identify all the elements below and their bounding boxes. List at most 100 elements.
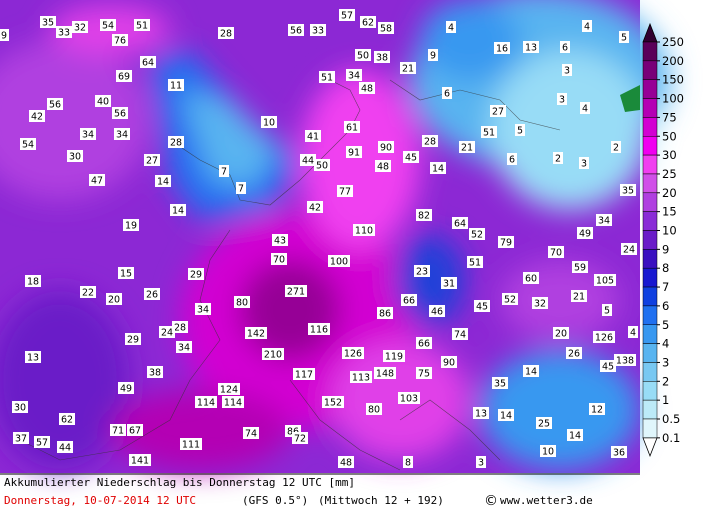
map-value: 30: [69, 152, 81, 163]
map-value: 69: [118, 72, 130, 83]
label-box: [360, 16, 376, 28]
label-box: [446, 21, 456, 33]
label-box: [403, 151, 419, 163]
map-value: 48: [361, 84, 373, 95]
map-value: 51: [321, 73, 333, 84]
legend-swatch: [642, 173, 658, 194]
label-box: [13, 432, 29, 444]
label-box: [344, 121, 360, 133]
map-value: 54: [22, 140, 34, 151]
map-value: 10: [263, 118, 275, 129]
label-box: [338, 456, 354, 468]
map-value: 32: [74, 23, 86, 34]
label-box: [293, 368, 315, 380]
legend-label: 7: [662, 280, 669, 294]
label-box: [140, 56, 156, 68]
map-value: 113: [352, 373, 370, 384]
map-value: 100: [330, 257, 348, 268]
map-value: 3: [478, 458, 484, 469]
map-value: 27: [146, 156, 158, 167]
label-box: [272, 234, 288, 246]
label-box: [459, 141, 475, 153]
label-box: [579, 157, 589, 169]
map-value: 28: [170, 138, 182, 149]
map-value: 42: [31, 112, 43, 123]
footer-site[interactable]: www.wetter3.de: [500, 494, 593, 507]
legend-label: 25: [662, 167, 677, 181]
map-value: 41: [307, 132, 319, 143]
map-value: 50: [357, 51, 369, 62]
label-box: [469, 228, 485, 240]
legend-swatch: [642, 211, 658, 231]
map-value: 60: [525, 274, 537, 285]
label-box: [80, 286, 96, 298]
legend-swatch: [642, 381, 658, 401]
label-box: [490, 105, 506, 117]
label-box: [441, 277, 457, 289]
label-box: [114, 128, 130, 140]
label-box: [403, 456, 413, 468]
label-box: [20, 138, 36, 150]
label-box: [442, 87, 452, 99]
map-value: 56: [49, 100, 61, 111]
label-box: [602, 304, 612, 316]
label-box: [56, 26, 72, 38]
legend-swatch: [642, 136, 658, 156]
label-box: [243, 427, 259, 439]
label-box: [59, 413, 75, 425]
map-value: 34: [178, 343, 190, 354]
label-box: [582, 20, 592, 32]
label-box: [416, 367, 432, 379]
map-value: 138: [616, 356, 634, 367]
legend-swatch: [642, 362, 658, 382]
label-box: [414, 265, 430, 277]
label-box: [474, 300, 490, 312]
label-box: [300, 154, 316, 166]
label-box: [195, 303, 211, 315]
label-box: [218, 27, 234, 39]
label-box: [29, 110, 45, 122]
label-box: [176, 341, 192, 353]
map-value: 34: [197, 305, 209, 316]
label-box: [429, 305, 445, 317]
map-value: 119: [385, 352, 403, 363]
map-value: 38: [149, 368, 161, 379]
label-box: [112, 34, 128, 46]
map-value: 114: [197, 398, 215, 409]
map-value: 111: [182, 440, 200, 451]
map-value: 4: [630, 328, 636, 339]
label-box: [428, 49, 438, 61]
label-box: [346, 146, 362, 158]
map-value: 51: [469, 258, 481, 269]
map-value: 2: [555, 154, 561, 165]
label-box: [219, 165, 229, 177]
label-box: [322, 396, 344, 408]
label-box: [611, 141, 621, 153]
legend-arrow-bottom: [642, 437, 658, 457]
label-box: [292, 432, 308, 444]
footer-run: (Mittwoch 12 + 192): [318, 494, 444, 507]
map-value: 62: [61, 415, 73, 426]
legend-label: 2: [662, 374, 669, 388]
label-box: [383, 350, 405, 362]
map-value: 4: [582, 104, 588, 115]
label-box: [619, 31, 629, 43]
label-box: [353, 224, 375, 236]
map-value: 6: [562, 43, 568, 54]
map-value: 58: [380, 24, 392, 35]
label-box: [310, 24, 326, 36]
map-value: 10: [542, 447, 554, 458]
map-value: 105: [596, 276, 614, 287]
legend-label: 10: [662, 224, 677, 238]
label-box: [596, 214, 612, 226]
label-box: [523, 272, 539, 284]
map-value: 34: [348, 71, 360, 82]
label-box: [307, 201, 323, 213]
label-box: [218, 383, 240, 395]
map-value: 19: [125, 221, 137, 232]
map-value: 22: [82, 288, 94, 299]
label-box: [350, 371, 372, 383]
label-box: [374, 51, 390, 63]
map-value: 52: [471, 230, 483, 241]
